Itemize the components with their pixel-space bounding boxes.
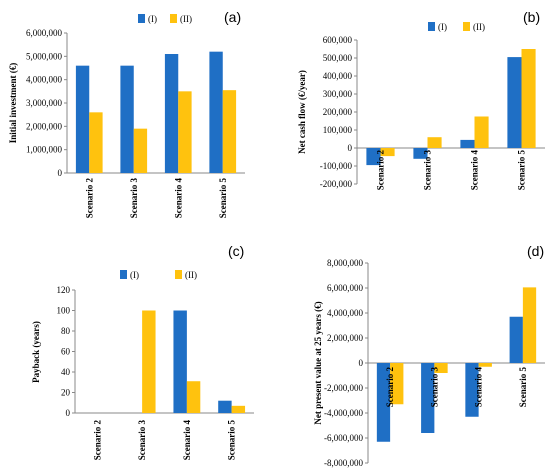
panel-3-bar-I-scenario-4: [173, 310, 187, 413]
panel-4-bar-I-scenario-2: [376, 363, 391, 442]
panel-3-ytick-label: 60: [61, 347, 71, 357]
panel-2-bar-I-scenario-2: [366, 148, 381, 166]
panel-3-bar-II-scenario-4: [186, 381, 201, 413]
panel-3-bar-II-scenario-3: [142, 310, 156, 413]
panel-1-bar-I-scenario-2: [75, 65, 90, 173]
panel-4-ytick-label: 4,000,000: [327, 308, 364, 318]
panel-2-bar-II-scenario-3: [427, 137, 442, 148]
panel-4-category-label: Scenario 3: [429, 367, 439, 408]
panel-2-bar-II-scenario-5: [521, 49, 536, 148]
panel-4-bar-I-scenario-5: [509, 316, 523, 363]
panel-1-y-axis-title: Initial investment (€): [8, 63, 18, 144]
panel-3-category-label: Scenario 5: [227, 420, 237, 461]
panel-2-ytick-label: -200,000: [320, 179, 353, 189]
panel-4-bar-II-scenario-5: [522, 287, 537, 363]
panel-2-legend-label: (II): [473, 22, 485, 32]
panel-4-ytick-label: -4,000,000: [324, 408, 363, 418]
panel-3-bar-II-scenario-5: [231, 405, 246, 413]
panel-2-ytick-label: -100,000: [320, 161, 353, 171]
panel-1-bar-I-scenario-5: [209, 51, 223, 173]
panel-4-ytick-label: 6,000,000: [327, 283, 364, 293]
panel-2-category-label: Scenario 3: [423, 150, 433, 191]
panel-2-bar-II-scenario-4: [474, 116, 489, 148]
panel-1-legend-swatch-II: [170, 14, 177, 23]
panel-1-bar-II-scenario-2: [89, 112, 103, 173]
panel-1-ytick-label: 4,000,000: [26, 75, 63, 85]
panel-2-bar-I-scenario-5: [507, 57, 522, 148]
panel-4-bar-I-scenario-3: [421, 363, 435, 433]
panel-4-bar-II-scenario-2: [390, 363, 404, 405]
panel-2-category-label: Scenario 2: [376, 150, 386, 191]
panel-4-bar-II-scenario-3: [434, 363, 448, 373]
panel-2-ytick-label: 200,000: [323, 107, 353, 117]
panel-4-ytick-label: 2,000,000: [327, 333, 364, 343]
panel-4-bar-I-scenario-4: [465, 363, 479, 417]
panel-3-category-label: Scenario 2: [92, 420, 102, 461]
panel-2-bar-I-scenario-3: [413, 148, 428, 159]
panel-2-category-label: Scenario 5: [517, 150, 527, 191]
panel-3-ytick-label: 80: [61, 326, 71, 336]
panel-1-ytick-label: 5,000,000: [26, 51, 63, 61]
panel-4-bar-II-scenario-4: [478, 363, 492, 367]
panel-3-legend-label: (I): [130, 270, 139, 280]
panel-1-ytick-label: 3,000,000: [26, 98, 63, 108]
panel-1-bar-I-scenario-3: [120, 65, 134, 173]
panel-2-ytick-label: 600,000: [323, 35, 353, 45]
panel-4-ytick-label: 8,000,000: [327, 258, 364, 268]
panel-1-panel-label: (a): [224, 9, 241, 25]
panel-3-ytick-label: 20: [61, 388, 71, 398]
panel-1-legend-label: (I): [148, 14, 157, 24]
panel-1-legend-swatch-I: [138, 14, 145, 23]
panel-1-bar-II-scenario-4: [178, 91, 192, 173]
panel-2-panel-label: (b): [523, 9, 540, 25]
panel-2-y-axis-title: Net cash flow (€/year): [297, 70, 307, 154]
panel-3-y-axis-title: Payback (years): [31, 321, 41, 383]
panel-1-category-label: Scenario 5: [218, 178, 228, 219]
panel-2-ytick-label: 100,000: [323, 125, 353, 135]
panel-3-category-label: Scenario 3: [137, 420, 147, 461]
panel-1-ytick-label: 6,000,000: [26, 28, 63, 38]
panel-3-category-label: Scenario 4: [182, 420, 192, 461]
panel-3-legend-label: (II): [185, 270, 197, 280]
panel-1-legend-label: (II): [180, 14, 192, 24]
panel-1-category-label: Scenario 4: [173, 178, 183, 219]
panel-4-y-axis-title: Net present value at 25 years (€): [313, 301, 323, 424]
panel-3-ytick-label: 0: [66, 408, 71, 418]
panel-1-bar-II-scenario-3: [133, 128, 148, 173]
panel-1-ytick-label: 0: [58, 168, 63, 178]
panel-3-ytick-label: 120: [57, 285, 71, 295]
panel-1-ytick-label: 2,000,000: [26, 121, 63, 131]
panel-2-ytick-label: 0: [348, 143, 353, 153]
panel-4-ytick-label: -6,000,000: [324, 433, 363, 443]
panel-2-category-label: Scenario 4: [470, 150, 480, 191]
panel-2-legend-label: (I): [438, 22, 447, 32]
panel-1-bar-I-scenario-4: [164, 54, 179, 173]
panel-2-ytick-label: 500,000: [323, 53, 353, 63]
panel-2-legend-swatch-I: [428, 22, 435, 31]
panel-2-ytick-label: 400,000: [323, 71, 353, 81]
panel-4-category-label: Scenario 2: [385, 367, 395, 408]
panel-3-ytick-label: 100: [57, 306, 71, 316]
panel-4-category-label: Scenario 5: [518, 367, 528, 408]
panel-4-panel-label: (d): [527, 243, 544, 259]
panel-1-category-label: Scenario 3: [129, 178, 139, 219]
panel-4-ytick-label: 0: [359, 358, 364, 368]
panel-1-bar-II-scenario-5: [222, 90, 237, 173]
panel-2-legend-swatch-II: [463, 22, 470, 31]
panel-4-ytick-label: -2,000,000: [324, 383, 363, 393]
panel-3-bar-I-scenario-5: [218, 400, 232, 413]
panel-4-ytick-label: -8,000,000: [324, 458, 363, 468]
panel-4-category-label: Scenario 4: [474, 367, 484, 408]
panel-3-legend-swatch-I: [120, 270, 127, 279]
panel-1-category-label: Scenario 2: [84, 178, 94, 219]
panel-1-ytick-label: 1,000,000: [26, 145, 63, 155]
panel-2-bar-I-scenario-4: [460, 139, 475, 148]
panel-3-ytick-label: 40: [61, 367, 71, 377]
panel-2-ytick-label: 300,000: [323, 89, 353, 99]
panel-2-bar-II-scenario-2: [380, 148, 395, 157]
panel-3-panel-label: (c): [228, 243, 244, 259]
panel-3-legend-swatch-II: [175, 270, 182, 279]
